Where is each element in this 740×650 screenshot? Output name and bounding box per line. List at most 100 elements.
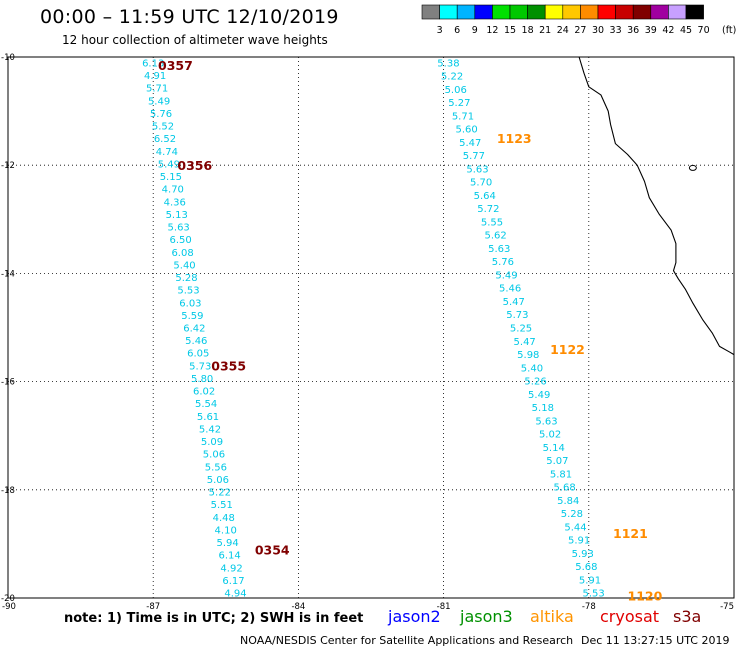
- wave-height-reading: 5.49: [495, 270, 517, 281]
- wave-height-reading: 5.07: [546, 456, 568, 467]
- wave-height-reading: 5.63: [168, 223, 190, 234]
- wave-height-reading: 5.42: [199, 424, 221, 435]
- wave-height-map: -90 -87 -84 -81 -78 -75 -10 -12 -14 -16 -18 -20 6.13…: [1, 53, 735, 612]
- wave-height-reading: 5.94: [217, 538, 239, 549]
- wave-height-reading: 5.40: [521, 363, 543, 374]
- wave-height-reading: 5.28: [561, 509, 583, 520]
- x-tick-label: -87: [146, 602, 160, 612]
- wave-height-reading: 4.36: [164, 197, 186, 208]
- pass-time-label: 1120: [628, 588, 663, 603]
- satellite-s3a-label: s3a: [673, 607, 702, 626]
- wave-height-reading: 5.71: [452, 111, 474, 122]
- wave-height-reading: 4.74: [156, 147, 178, 158]
- color-legend: 3 6 9 12 15 18 21 24 27 30 33 36 39 42 45 70 (ft): [421, 4, 736, 36]
- x-tick-label: -78: [582, 602, 596, 612]
- wave-height-reading: 6.52: [154, 134, 176, 145]
- pass-time-label: 0354: [255, 542, 290, 557]
- wave-height-reading: 5.13: [166, 210, 188, 221]
- legend-label-30: 30: [592, 25, 604, 36]
- wave-height-reading: 5.53: [583, 589, 605, 600]
- pass-time-label: 0356: [177, 158, 212, 173]
- x-tick-label: -84: [291, 602, 305, 612]
- wave-height-reading: 6.17: [222, 576, 244, 587]
- wave-height-reading: 6.03: [179, 298, 201, 309]
- wave-height-reading: 5.22: [441, 72, 463, 83]
- wave-height-reading: 5.63: [488, 244, 510, 255]
- wave-height-reading: 5.81: [550, 469, 572, 480]
- wave-height-reading: 5.26: [524, 377, 546, 388]
- wave-height-reading: 6.42: [183, 324, 205, 335]
- wave-height-reading: 5.63: [466, 164, 488, 175]
- wave-height-reading: 6.50: [169, 235, 191, 246]
- legend-label-15: 15: [504, 25, 516, 36]
- legend-label-24: 24: [557, 25, 569, 36]
- credit-line: NOAA/NESDIS Center for Satellite Applica…: [240, 634, 574, 647]
- coastline: [578, 56, 735, 356]
- wave-height-reading: 5.14: [543, 443, 565, 454]
- wave-height-reading: 5.63: [535, 416, 557, 427]
- y-tick-label: -16: [1, 378, 15, 388]
- wave-height-reading: 5.61: [197, 412, 219, 423]
- wave-height-reading: 5.46: [185, 336, 207, 347]
- pass-time-label: 1121: [613, 526, 648, 541]
- wave-height-reading: 5.44: [564, 522, 586, 533]
- generated-timestamp: Dec 11 13:27:15 UTC 2019: [581, 634, 730, 647]
- wave-height-reading: 5.22: [209, 488, 231, 499]
- wave-height-reading: 4.70: [162, 185, 184, 196]
- legend-label-21: 21: [539, 25, 551, 36]
- x-tick-label: -81: [437, 602, 451, 612]
- x-tick-label: -75: [720, 602, 734, 612]
- wave-height-reading: 5.68: [553, 483, 575, 494]
- wave-height-reading: 5.98: [517, 350, 539, 361]
- map-frame: [7, 56, 735, 599]
- wave-height-reading: 5.80: [191, 374, 213, 385]
- satellite-cryosat-label: cryosat: [600, 607, 660, 626]
- wave-height-reading: 5.77: [463, 151, 485, 162]
- wave-height-reading: 5.71: [146, 84, 168, 95]
- legend-label-12: 12: [486, 25, 498, 36]
- wave-height-reading: 5.56: [205, 462, 227, 473]
- wave-height-reading: 5.53: [177, 286, 199, 297]
- wave-height-reading: 5.28: [175, 273, 197, 284]
- wave-height-reading: 5.93: [572, 549, 594, 560]
- wave-height-reading: 5.06: [203, 450, 225, 461]
- wave-height-reading: 4.10: [215, 525, 237, 536]
- wave-height-reading: 5.38: [437, 58, 459, 69]
- wave-height-reading: 5.18: [532, 403, 554, 414]
- wave-height-reading: 5.47: [514, 337, 536, 348]
- wave-height-reading: 5.49: [528, 390, 550, 401]
- wave-height-reading: 5.84: [557, 496, 579, 507]
- pass-time-label: 1123: [497, 131, 532, 146]
- wave-height-reading: 5.09: [201, 437, 223, 448]
- wave-height-reading: 5.62: [484, 231, 506, 242]
- wave-height-reading: 5.46: [499, 284, 521, 295]
- wave-height-reading: 6.08: [171, 248, 193, 259]
- wave-height-reading: 5.51: [211, 500, 233, 511]
- wave-height-reading: 5.27: [448, 98, 470, 109]
- wave-height-reading: 4.92: [220, 563, 242, 574]
- pass-time-label: 1122: [550, 342, 585, 357]
- pass-time-label: 0355: [211, 358, 246, 373]
- wave-height-reading: 6.05: [187, 349, 209, 360]
- wave-height-reading: 5.59: [181, 311, 203, 322]
- y-tick-label: -12: [1, 161, 15, 171]
- y-tick-label: -20: [1, 594, 15, 604]
- wave-height-reading: 5.73: [189, 361, 211, 372]
- wave-height-reading: 5.25: [510, 324, 532, 335]
- legend-swatch-70: [685, 4, 704, 20]
- wave-height-reading: 6.14: [218, 551, 240, 562]
- legend-label-9: 9: [472, 25, 478, 36]
- wave-height-reading: 5.68: [575, 562, 597, 573]
- legend-label-39: 39: [645, 25, 657, 36]
- wave-height-reading: 5.47: [459, 138, 481, 149]
- wave-height-reading: 5.49: [148, 96, 170, 107]
- legend-unit: (ft): [722, 25, 736, 36]
- legend-label-45: 45: [680, 25, 692, 36]
- legend-label-18: 18: [522, 25, 534, 36]
- wave-height-reading: 5.60: [455, 125, 477, 136]
- legend-label-6: 6: [454, 25, 460, 36]
- wave-height-reading: 5.76: [150, 109, 172, 120]
- wave-height-reading: 5.76: [492, 257, 514, 268]
- legend-label-36: 36: [627, 25, 639, 36]
- wave-height-reading: 5.64: [474, 191, 496, 202]
